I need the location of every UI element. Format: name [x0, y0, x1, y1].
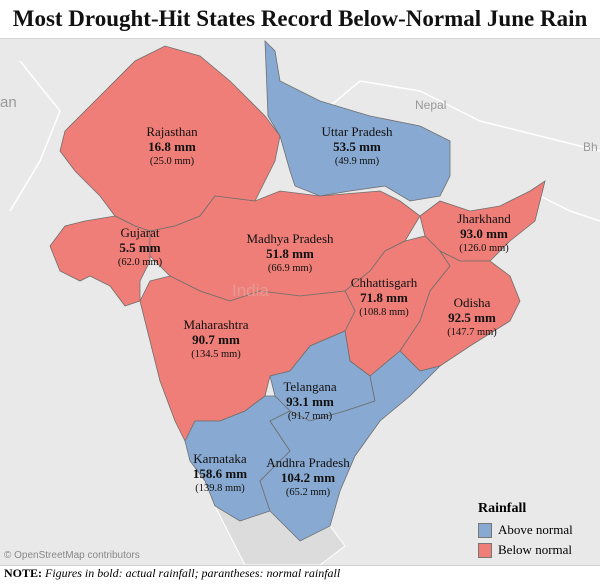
legend-swatch [478, 522, 492, 538]
state-label-maharashtra: Maharashtra 90.7 mm (134.5 mm) [184, 317, 249, 362]
actual-rainfall: 93.1 mm [286, 394, 334, 409]
legend-label: Below normal [498, 542, 573, 557]
normal-rainfall: (139.8 mm) [195, 483, 245, 494]
actual-rainfall: 90.7 mm [192, 332, 240, 347]
state-name: Uttar Pradesh [321, 124, 393, 139]
normal-rainfall: (66.9 mm) [267, 263, 313, 274]
normal-rainfall: (49.9 mm) [334, 156, 380, 167]
state-shape-gujarat[interactable] [49, 215, 151, 307]
basemap-label: India [232, 281, 269, 300]
legend-swatch [478, 542, 492, 558]
state-name: Andhra Pradesh [266, 455, 350, 470]
state-label-madhya-pradesh: Madhya Pradesh 51.8 mm (66.9 mm) [246, 231, 333, 276]
actual-rainfall: 16.8 mm [148, 139, 196, 154]
normal-rainfall: (126.0 mm) [459, 243, 509, 254]
legend-label: Above normal [498, 522, 573, 537]
state-label-chhattisgarh: Chhattisgarh 71.8 mm (108.8 mm) [351, 275, 417, 320]
legend-item-below[interactable]: Below normal [478, 540, 573, 560]
footnote: NOTE: Figures in bold: actual rainfall; … [4, 566, 340, 581]
basemap-label: an [0, 94, 17, 111]
note-text: Figures in bold: actual rainfall; parant… [45, 566, 341, 580]
state-shape-uttar-pradesh[interactable] [264, 39, 451, 202]
note-label: NOTE: [4, 566, 43, 580]
actual-rainfall: 158.6 mm [192, 466, 248, 481]
normal-rainfall: (65.2 mm) [285, 487, 331, 498]
state-name: Karnataka [193, 451, 247, 466]
actual-rainfall: 93.0 mm [460, 226, 508, 241]
state-name: Jharkhand [457, 211, 511, 226]
state-label-jharkhand: Jharkhand 93.0 mm (126.0 mm) [457, 211, 510, 256]
state-label-odisha: Odisha 92.5 mm (147.7 mm) [447, 295, 497, 340]
state-shape-odisha[interactable] [399, 249, 521, 372]
normal-rainfall: (91.7 mm) [287, 411, 333, 422]
state-name: Telangana [283, 379, 337, 394]
basemap-label: Bh [583, 140, 598, 154]
state-name: Chhattisgarh [350, 275, 418, 290]
state-shapes [9, 39, 600, 565]
normal-rainfall: (108.8 mm) [359, 307, 409, 318]
actual-rainfall: 92.5 mm [448, 310, 496, 325]
state-label-uttar-pradesh: Uttar Pradesh 53.5 mm (49.9 mm) [321, 124, 392, 169]
state-name: Odisha [453, 295, 491, 310]
basemap-label: Nepal [415, 98, 447, 112]
state-name: Gujarat [120, 225, 160, 240]
legend: Rainfall Above normal Below normal [478, 501, 573, 560]
state-label-andhra-pradesh: Andhra Pradesh 104.2 mm (65.2 mm) [266, 455, 349, 500]
actual-rainfall: 104.2 mm [280, 470, 336, 485]
legend-title: Rainfall [478, 501, 527, 516]
actual-rainfall: 51.8 mm [266, 246, 314, 261]
state-label-rajasthan: Rajasthan 16.8 mm (25.0 mm) [146, 124, 197, 169]
country-border [9, 60, 600, 222]
state-label-telangana: Telangana 93.1 mm (91.7 mm) [283, 379, 336, 424]
normal-rainfall: (25.0 mm) [149, 156, 195, 167]
normal-rainfall: (62.0 mm) [117, 257, 163, 268]
actual-rainfall: 53.5 mm [333, 139, 381, 154]
map-attribution[interactable]: © OpenStreetMap contributors [4, 550, 140, 561]
state-label-gujarat: Gujarat 5.5 mm (62.0 mm) [118, 225, 162, 270]
map-title: Most Drought-Hit States Record Below-Nor… [12, 6, 588, 31]
state-label-karnataka: Karnataka 158.6 mm (139.8 mm) [193, 451, 247, 496]
state-name: Maharashtra [183, 317, 249, 332]
state-name: Madhya Pradesh [246, 231, 334, 246]
legend-item-above[interactable]: Above normal [478, 520, 573, 540]
actual-rainfall: 71.8 mm [360, 290, 408, 305]
normal-rainfall: (134.5 mm) [191, 349, 241, 360]
map-canvas[interactable]: an Nepal Bh India Rajasthan 16.8 mm (25.0 … [0, 38, 600, 566]
state-name: Rajasthan [146, 124, 198, 139]
actual-rainfall: 5.5 mm [119, 240, 161, 255]
normal-rainfall: (147.7 mm) [447, 327, 497, 338]
state-shape-andhra-pradesh[interactable] [259, 350, 442, 542]
